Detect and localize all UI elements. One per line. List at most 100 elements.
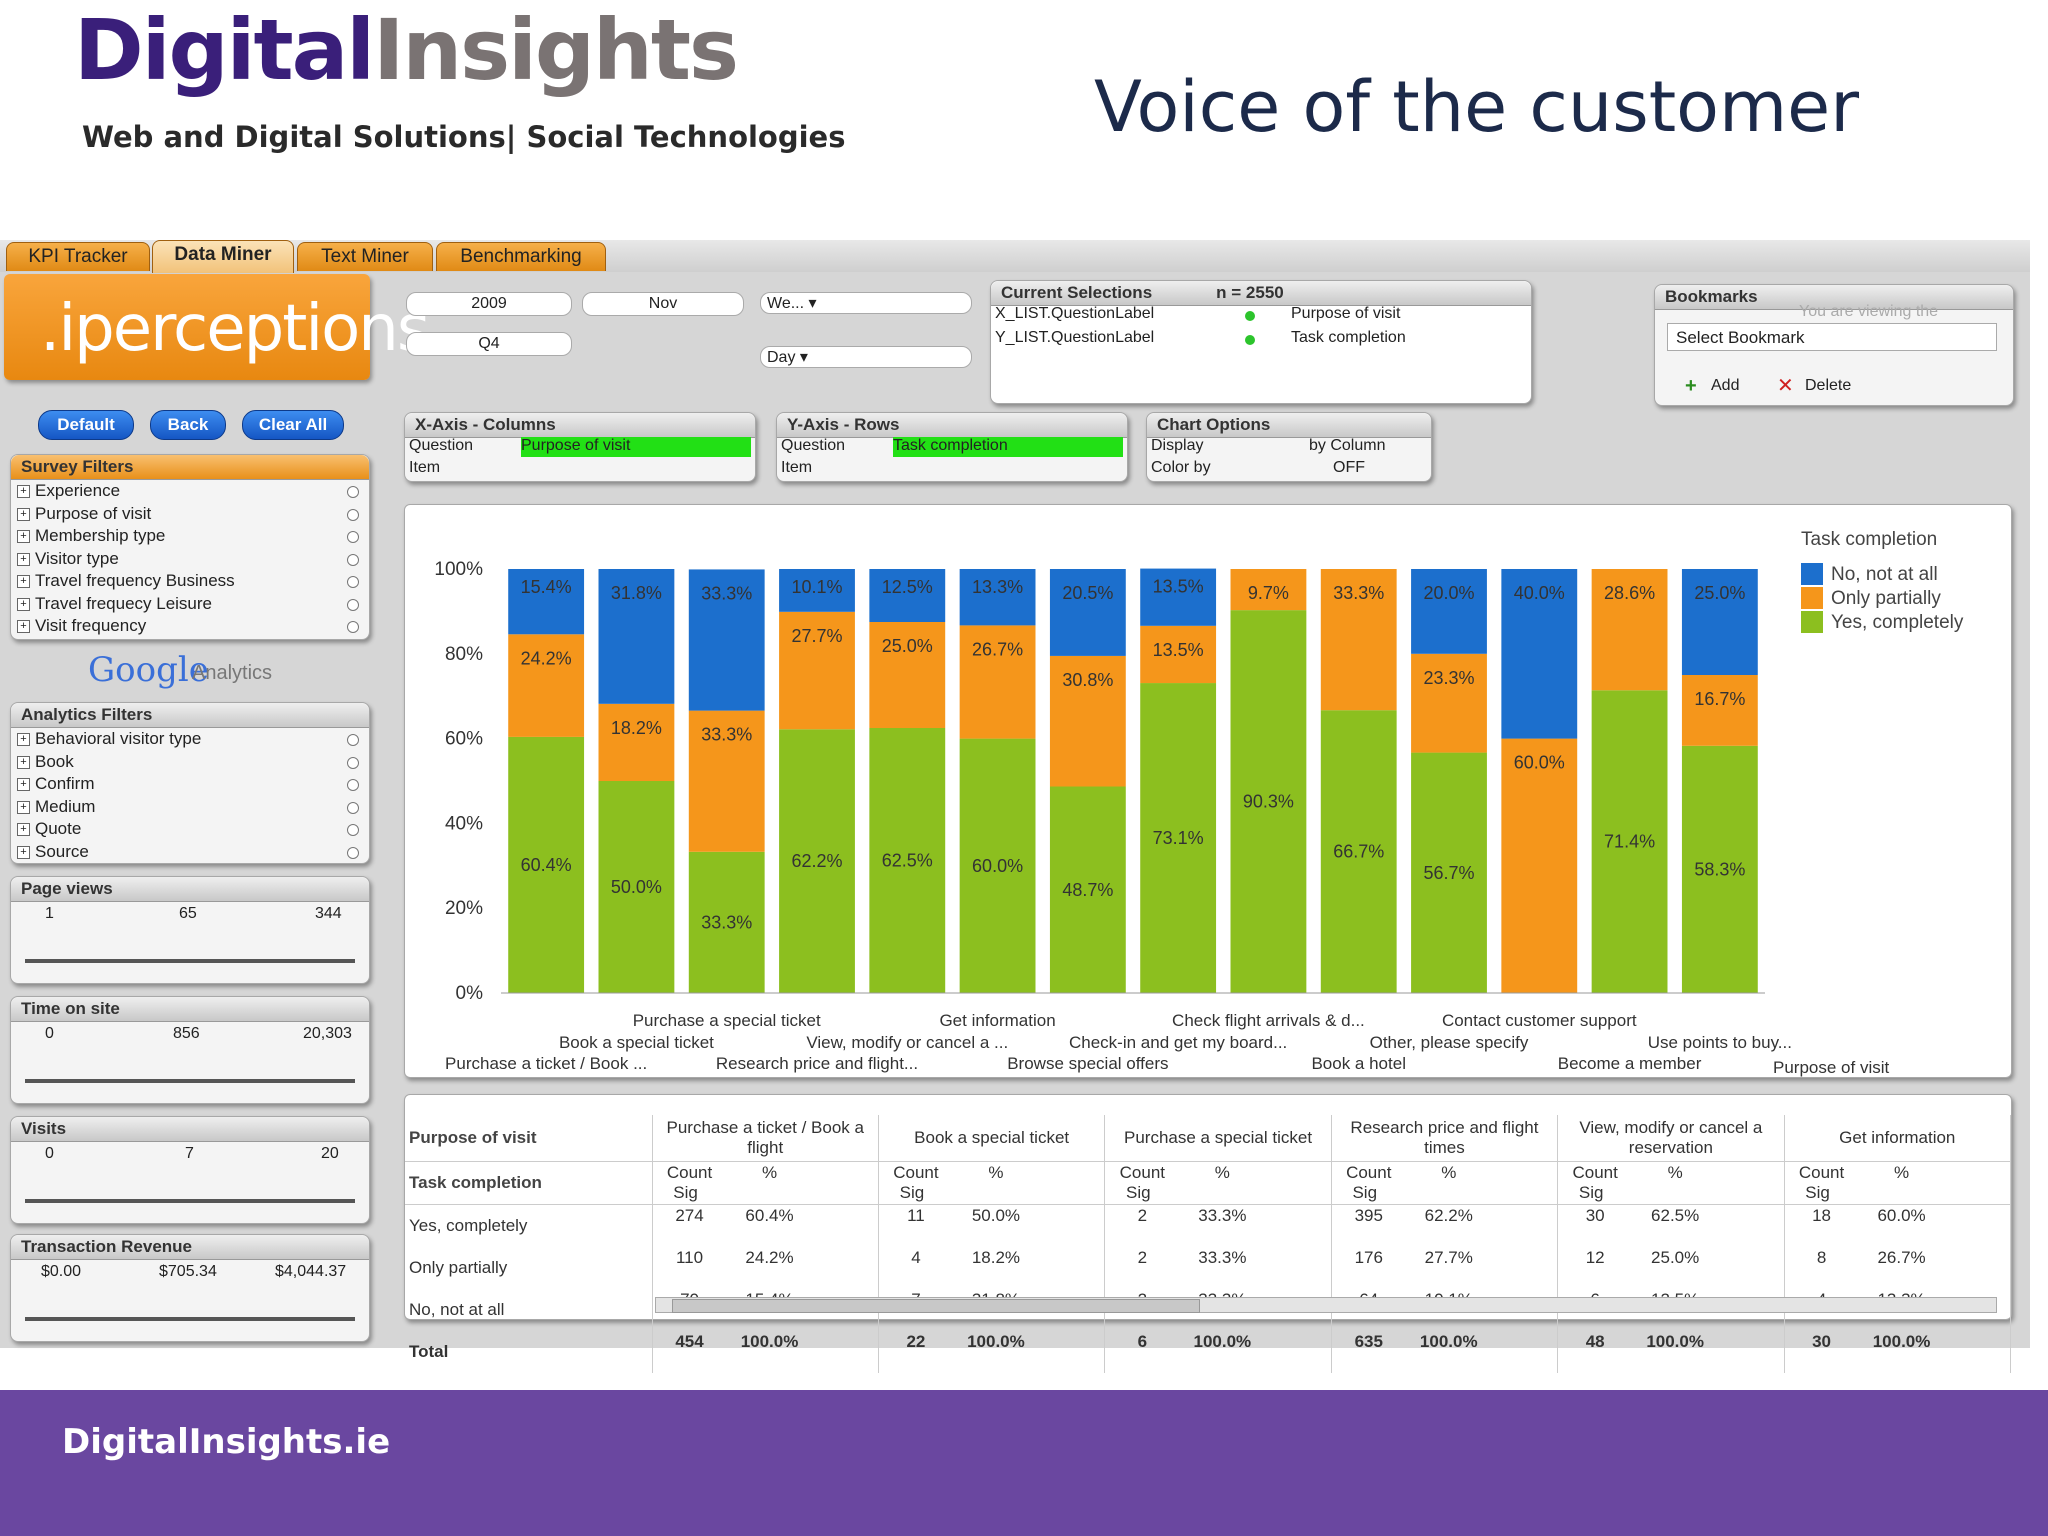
slider-title: Time on site bbox=[11, 997, 369, 1022]
radio-icon[interactable] bbox=[347, 598, 359, 611]
tab-kpi-tracker[interactable]: KPI Tracker bbox=[6, 242, 150, 271]
slider-max: 20,303 bbox=[303, 1025, 352, 1042]
count-value: 454 bbox=[675, 1332, 704, 1351]
display-select[interactable]: by Column bbox=[1309, 437, 1386, 454]
radio-icon[interactable] bbox=[347, 553, 359, 566]
delete-bookmark-button[interactable]: Delete bbox=[1805, 377, 1852, 394]
expand-icon[interactable]: + bbox=[17, 733, 30, 746]
filter-confirm[interactable]: + Confirm bbox=[11, 773, 369, 796]
filter-label: Medium bbox=[35, 796, 96, 816]
week-selector[interactable]: We... ▾ bbox=[760, 292, 972, 314]
column-group-header[interactable]: Book a special ticket bbox=[878, 1115, 1106, 1162]
day-selector[interactable]: Day ▾ bbox=[760, 346, 972, 368]
quarter-selector[interactable]: Q4 bbox=[406, 332, 572, 356]
radio-icon[interactable] bbox=[347, 508, 359, 521]
percent-value: 100.0% bbox=[1193, 1332, 1252, 1351]
percent-value: 100.0% bbox=[740, 1332, 799, 1351]
expand-icon[interactable]: + bbox=[17, 823, 30, 836]
column-group-header[interactable]: Purchase a special ticket bbox=[1104, 1115, 1332, 1162]
filter-quote[interactable]: + Quote bbox=[11, 818, 369, 841]
column-group-header[interactable]: Get information bbox=[1784, 1115, 2012, 1162]
subheader-cell: Count % Sig bbox=[878, 1161, 1106, 1205]
radio-icon[interactable] bbox=[347, 824, 359, 836]
radio-icon[interactable] bbox=[347, 576, 359, 588]
default-button[interactable]: Default bbox=[38, 410, 134, 440]
delete-icon[interactable]: ✕ bbox=[1777, 375, 1794, 397]
x-question-select[interactable]: Purpose of visit bbox=[521, 437, 751, 457]
tab-text-miner[interactable]: Text Miner bbox=[297, 242, 433, 271]
filter-medium[interactable]: + Medium bbox=[11, 796, 369, 819]
bar-segment bbox=[688, 851, 765, 993]
expand-icon[interactable]: + bbox=[17, 800, 30, 814]
expand-icon[interactable]: + bbox=[17, 597, 30, 611]
filter-book[interactable]: + Book bbox=[11, 751, 369, 774]
horizontal-scrollbar[interactable] bbox=[655, 1297, 1997, 1313]
radio-icon[interactable] bbox=[347, 621, 359, 633]
bookmark-select[interactable]: Select Bookmark bbox=[1667, 323, 1997, 351]
filter-membership-type[interactable]: + Membership type bbox=[11, 525, 369, 548]
iperceptions-logo: .iperceptions bbox=[40, 292, 430, 366]
filter-experience[interactable]: + Experience bbox=[11, 480, 369, 503]
year-selector[interactable]: 2009 bbox=[406, 292, 572, 316]
month-selector[interactable]: Nov bbox=[582, 292, 744, 316]
selection-field-x: X_LIST.QuestionLabel bbox=[995, 305, 1155, 322]
filter-travel-frequency-leisure[interactable]: + Travel frequecy Leisure bbox=[11, 593, 369, 616]
expand-icon[interactable]: + bbox=[17, 845, 30, 859]
slider-track[interactable] bbox=[25, 959, 355, 963]
radio-icon[interactable] bbox=[347, 531, 359, 543]
y-question-select[interactable]: Task completion bbox=[893, 437, 1123, 457]
column-group-header[interactable]: Research price and flight times bbox=[1331, 1115, 1559, 1162]
column-group-header[interactable]: Purchase a ticket / Book a flight bbox=[652, 1115, 879, 1162]
expand-icon[interactable]: + bbox=[17, 778, 30, 791]
filter-visitor-type[interactable]: + Visitor type bbox=[11, 548, 369, 571]
radio-icon[interactable] bbox=[347, 734, 359, 746]
scrollbar-thumb[interactable] bbox=[672, 1299, 1200, 1313]
bar-segment bbox=[1320, 569, 1397, 711]
filter-source[interactable]: + Source bbox=[11, 841, 369, 864]
filter-visit-frequency[interactable]: + Visit frequency bbox=[11, 615, 369, 638]
slider-title: Visits bbox=[11, 1117, 369, 1142]
expand-icon[interactable]: + bbox=[17, 485, 30, 498]
filter-behavioral-visitor-type[interactable]: + Behavioral visitor type bbox=[11, 728, 369, 751]
count-value: 274 bbox=[675, 1206, 704, 1225]
expand-icon[interactable]: + bbox=[17, 507, 30, 521]
back-button[interactable]: Back bbox=[150, 410, 226, 440]
add-bookmark-button[interactable]: Add bbox=[1711, 377, 1740, 394]
stacked-bar-chart: 0% 20% 40% 60% 80% 100% 60.4% 24.2% 15.4% Purchas… bbox=[434, 529, 1963, 1077]
column-group-header[interactable]: View, modify or cancel a reservation bbox=[1557, 1115, 1785, 1162]
slider-track[interactable] bbox=[25, 1317, 355, 1321]
add-icon[interactable]: + bbox=[1685, 375, 1697, 397]
count-value: 18 bbox=[1812, 1206, 1832, 1225]
bar-segment bbox=[869, 622, 946, 728]
radio-icon[interactable] bbox=[347, 846, 359, 859]
radio-icon[interactable] bbox=[347, 486, 359, 498]
current-selections-header: Current Selections n = 2550 bbox=[991, 281, 1531, 306]
expand-icon[interactable]: + bbox=[17, 575, 30, 588]
filter-travel-frequency-business[interactable]: + Travel frequency Business bbox=[11, 570, 369, 593]
tab-benchmarking[interactable]: Benchmarking bbox=[436, 242, 606, 271]
brand-logo: DigitalInsights bbox=[74, 8, 739, 92]
bar-segment bbox=[779, 611, 855, 730]
expand-icon[interactable]: + bbox=[17, 530, 30, 543]
expand-icon[interactable]: + bbox=[17, 620, 30, 633]
bar-segment bbox=[598, 569, 675, 704]
x-axis-panel: X-Axis - Columns Question Purpose of vis… bbox=[404, 412, 756, 482]
bar-data-label: 23.3% bbox=[1423, 668, 1474, 688]
clear-all-button[interactable]: Clear All bbox=[242, 410, 344, 440]
slider-track[interactable] bbox=[25, 1199, 355, 1203]
radio-icon[interactable] bbox=[347, 779, 359, 791]
bar-segment bbox=[959, 625, 1036, 739]
bar-segment bbox=[1681, 675, 1758, 746]
y-tick-label: 100% bbox=[434, 559, 483, 580]
radio-icon[interactable] bbox=[347, 801, 359, 814]
tab-data-miner[interactable]: Data Miner bbox=[152, 240, 294, 273]
slider-track[interactable] bbox=[25, 1079, 355, 1083]
filter-label: Behavioral visitor type bbox=[35, 729, 202, 748]
expand-icon[interactable]: + bbox=[17, 755, 30, 769]
filter-purpose-of-visit[interactable]: + Purpose of visit bbox=[11, 503, 369, 526]
y-question-label: Question bbox=[781, 437, 846, 454]
expand-icon[interactable]: + bbox=[17, 552, 30, 566]
color-by-select[interactable]: OFF bbox=[1333, 459, 1365, 476]
radio-icon[interactable] bbox=[347, 756, 359, 769]
y-tick-label: 40% bbox=[445, 813, 483, 834]
